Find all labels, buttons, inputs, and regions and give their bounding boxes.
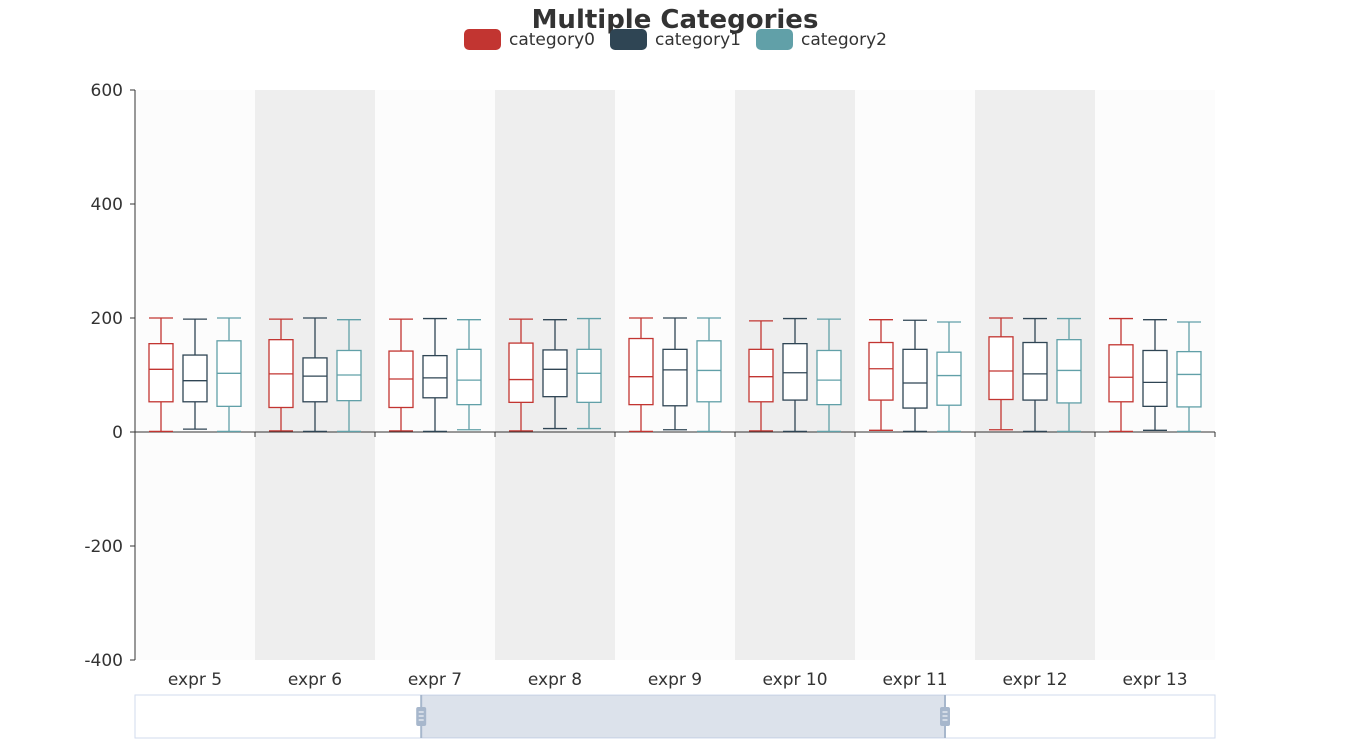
box-category0-expr-7: [388, 318, 414, 432]
box-category2-expr-6: [336, 319, 362, 433]
x-tick-label: expr 6: [288, 670, 342, 690]
box-category1-expr-10: [782, 317, 808, 433]
box-body: [1176, 350, 1202, 408]
box-category1-expr-8: [542, 319, 568, 430]
y-tick-label: 200: [91, 309, 123, 329]
zoom-handle-start[interactable]: [416, 695, 427, 738]
box-category1-expr-6: [302, 317, 328, 433]
box-category1-expr-11: [902, 319, 928, 433]
box-category0-expr-9: [628, 317, 654, 433]
box-category0-expr-10: [748, 320, 774, 432]
box-body: [576, 348, 602, 404]
data-zoom-slider[interactable]: [134, 694, 1216, 739]
box-body: [182, 354, 208, 403]
box-category2-expr-7: [456, 319, 482, 431]
legend-swatch: [464, 29, 501, 50]
box-body: [422, 354, 448, 399]
legend-item-category1[interactable]: category1: [610, 29, 741, 50]
legend-label: category0: [509, 30, 595, 50]
y-axis: 600 400 200 0 -200 -400: [84, 81, 136, 671]
box-body: [1108, 344, 1134, 403]
legend-label: category2: [801, 30, 887, 50]
box-body: [628, 337, 654, 406]
legend-item-category2[interactable]: category2: [756, 29, 887, 50]
box-category2-expr-13: [1176, 321, 1202, 433]
box-category0-expr-11: [868, 319, 894, 431]
box-body: [508, 342, 534, 404]
zoom-track: [134, 694, 1216, 739]
y-tick-label: 600: [91, 81, 123, 101]
box-body: [988, 336, 1014, 401]
box-body: [662, 348, 688, 407]
legend-item-category0[interactable]: category0: [464, 29, 595, 50]
y-tick-label: -200: [84, 537, 123, 557]
box-body: [936, 351, 962, 406]
box-category2-expr-11: [936, 321, 962, 433]
box-body: [696, 340, 722, 403]
legend-swatch: [610, 29, 647, 50]
legend-label: category1: [655, 30, 741, 50]
box-body: [148, 342, 174, 403]
x-tick-label: expr 11: [882, 670, 947, 690]
box-body: [1056, 339, 1082, 404]
box-category1-expr-9: [662, 317, 688, 431]
box-category2-expr-8: [576, 317, 602, 430]
box-category2-expr-5: [216, 317, 242, 433]
box-body: [782, 342, 808, 401]
box-category0-expr-13: [1108, 317, 1134, 433]
y-tick-label: 0: [112, 423, 123, 443]
box-body: [542, 349, 568, 398]
box-category1-expr-7: [422, 317, 448, 433]
box-category0-expr-8: [508, 318, 534, 432]
box-category0-expr-5: [148, 317, 174, 433]
box-body: [902, 348, 928, 409]
x-tick-label: expr 12: [1002, 670, 1067, 690]
box-body: [1142, 349, 1168, 407]
box-category1-expr-12: [1022, 317, 1048, 433]
y-tick-label: 400: [91, 195, 123, 215]
box-category2-expr-10: [816, 318, 842, 433]
box-category2-expr-12: [1056, 317, 1082, 433]
series-category2: [216, 317, 1202, 433]
series-category1: [182, 317, 1168, 433]
box-body: [868, 341, 894, 401]
legend-swatch: [756, 29, 793, 50]
zoom-handle-end[interactable]: [940, 695, 950, 738]
box-series: [148, 317, 1202, 433]
zoom-window[interactable]: [421, 695, 945, 738]
x-tick-label: expr 7: [408, 670, 462, 690]
x-tick-label: expr 9: [648, 670, 702, 690]
box-category1-expr-5: [182, 318, 208, 430]
x-tick-label: expr 10: [762, 670, 827, 690]
y-tick-label: -400: [84, 651, 123, 671]
box-body: [456, 348, 482, 406]
x-tick-label: expr 8: [528, 670, 582, 690]
box-category0-expr-12: [988, 317, 1014, 431]
legend[interactable]: category0 category1 category2: [464, 29, 887, 50]
box-body: [748, 348, 774, 403]
series-category0: [148, 317, 1134, 433]
box-category2-expr-9: [696, 317, 722, 433]
box-category0-expr-6: [268, 318, 294, 432]
box-body: [1022, 341, 1048, 401]
box-body: [302, 357, 328, 403]
box-category1-expr-13: [1142, 319, 1168, 431]
x-tick-label: expr 5: [168, 670, 222, 690]
x-tick-label: expr 13: [1122, 670, 1187, 690]
box-body: [816, 349, 842, 406]
